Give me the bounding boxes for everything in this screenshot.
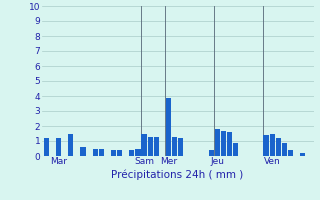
Bar [56, 138, 61, 156]
Bar [209, 150, 214, 156]
Bar [99, 148, 104, 156]
Bar [233, 142, 238, 156]
Bar [221, 130, 226, 156]
Bar [80, 147, 86, 156]
Bar [282, 142, 287, 156]
Bar [117, 150, 122, 156]
Bar [300, 153, 305, 156]
Bar [276, 138, 281, 156]
Bar [178, 138, 183, 156]
Bar [68, 134, 74, 156]
Bar [135, 148, 140, 156]
Bar [148, 137, 153, 156]
Bar [172, 137, 177, 156]
Bar [288, 150, 293, 156]
Bar [269, 134, 275, 156]
Bar [141, 134, 147, 156]
Bar [111, 150, 116, 156]
Bar [166, 98, 171, 156]
Bar [227, 132, 232, 156]
Bar [263, 135, 268, 156]
Bar [129, 150, 134, 156]
X-axis label: Précipitations 24h ( mm ): Précipitations 24h ( mm ) [111, 169, 244, 180]
Bar [44, 138, 49, 156]
Bar [154, 137, 159, 156]
Bar [93, 148, 98, 156]
Bar [215, 129, 220, 156]
